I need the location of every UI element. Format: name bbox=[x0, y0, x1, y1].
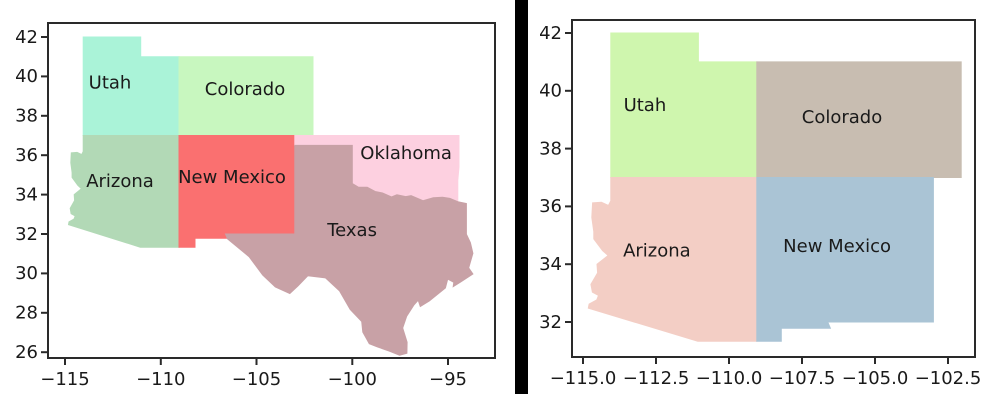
y-tick-label: 34 bbox=[539, 254, 562, 275]
state-label-colorado: Colorado bbox=[802, 107, 882, 128]
x-tick-label: −112.5 bbox=[623, 368, 690, 389]
y-tick-label: 38 bbox=[539, 138, 562, 159]
y-tick-label: 30 bbox=[15, 263, 38, 284]
axes-frame bbox=[47, 22, 496, 359]
y-tick-label: 34 bbox=[15, 184, 38, 205]
state-polygon-arizona bbox=[587, 177, 758, 342]
state-label-utah: Utah bbox=[89, 73, 132, 94]
x-tick-label: −107.5 bbox=[769, 368, 836, 389]
x-tick-label: −110.0 bbox=[696, 368, 763, 389]
state-polygon-texas bbox=[224, 144, 474, 356]
axes-frame bbox=[571, 19, 976, 358]
state-polygon-arizona bbox=[67, 135, 180, 248]
state-label-arizona: Arizona bbox=[623, 241, 691, 262]
x-tick-label: −102.5 bbox=[915, 368, 982, 389]
x-tick-label: −95 bbox=[429, 369, 467, 390]
state-label-oklahoma: Oklahoma bbox=[360, 143, 452, 164]
x-tick-label: −115.0 bbox=[550, 368, 617, 389]
x-tick-label: −115 bbox=[40, 369, 89, 390]
state-polygon-new-mexico bbox=[756, 177, 934, 342]
y-tick-label: 32 bbox=[15, 224, 38, 245]
right-map-figure: Utah Colorado Arizona New Mexico −115.0 −112.… bbox=[539, 19, 982, 389]
y-tick-label: 40 bbox=[15, 66, 38, 87]
state-label-new-mexico: New Mexico bbox=[783, 236, 891, 257]
y-tick-label: 32 bbox=[539, 312, 562, 333]
x-tick-label: −105 bbox=[232, 369, 281, 390]
state-label-new-mexico: New Mexico bbox=[178, 167, 286, 188]
divider-bar bbox=[515, 0, 528, 394]
state-label-texas: Texas bbox=[326, 220, 377, 241]
x-tick-label: −110 bbox=[136, 369, 185, 390]
state-label-utah: Utah bbox=[624, 95, 667, 116]
x-tick-label: −100 bbox=[328, 369, 377, 390]
state-polygon-new-mexico bbox=[178, 135, 296, 248]
y-tick-label: 42 bbox=[539, 23, 562, 44]
y-tick-label: 40 bbox=[539, 81, 562, 102]
state-label-arizona: Arizona bbox=[86, 171, 154, 192]
y-tick-label: 42 bbox=[15, 27, 38, 48]
y-tick-label: 38 bbox=[15, 106, 38, 127]
state-label-colorado: Colorado bbox=[205, 79, 285, 100]
y-tick-label: 36 bbox=[539, 196, 562, 217]
y-tick-label: 28 bbox=[15, 303, 38, 324]
x-tick-label: −105.0 bbox=[842, 368, 909, 389]
state-polygon-colorado bbox=[756, 61, 962, 178]
left-map-figure: Utah Colorado Arizona New Mexico Oklahoma Tex… bbox=[15, 22, 496, 390]
y-tick-label: 36 bbox=[15, 145, 38, 166]
y-tick-label: 26 bbox=[15, 342, 38, 363]
